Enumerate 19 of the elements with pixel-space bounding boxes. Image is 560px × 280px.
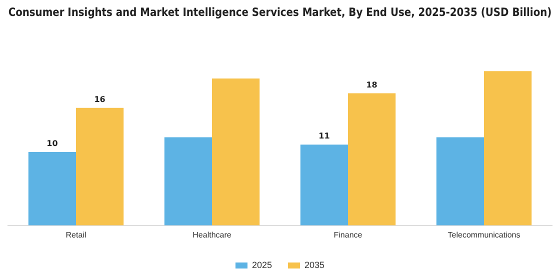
bar xyxy=(348,93,396,226)
legend-label: 2025 xyxy=(252,260,272,270)
x-tick-label: Finance xyxy=(334,230,363,240)
x-tick-label: Healthcare xyxy=(192,230,232,240)
bar xyxy=(484,71,532,226)
data-label: 10 xyxy=(46,139,58,148)
bar xyxy=(300,144,348,226)
bar xyxy=(28,152,76,226)
bar xyxy=(436,137,484,226)
data-label: 16 xyxy=(94,94,106,104)
data-label: 18 xyxy=(366,80,378,90)
chart-title: Consumer Insights and Market Intelligence Services Market, By End Use, 2025-2035 (USD Billion) xyxy=(8,5,552,20)
bar xyxy=(164,137,212,226)
x-tick-label: Telecommunications xyxy=(448,230,520,240)
data-label: 11 xyxy=(318,132,330,141)
bar xyxy=(212,78,260,226)
bar xyxy=(76,108,124,226)
legend-label: 2035 xyxy=(304,260,325,270)
x-tick-label: Retail xyxy=(66,230,86,240)
